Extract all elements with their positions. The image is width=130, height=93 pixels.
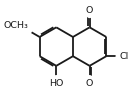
Circle shape	[54, 76, 59, 81]
Circle shape	[87, 76, 92, 81]
Text: HO: HO	[49, 79, 63, 88]
Circle shape	[87, 12, 92, 17]
Text: O: O	[86, 5, 93, 15]
Text: OCH₃: OCH₃	[3, 21, 28, 30]
Circle shape	[116, 54, 121, 59]
Circle shape	[26, 28, 31, 33]
Text: Cl: Cl	[120, 52, 129, 61]
Text: O: O	[86, 79, 93, 88]
